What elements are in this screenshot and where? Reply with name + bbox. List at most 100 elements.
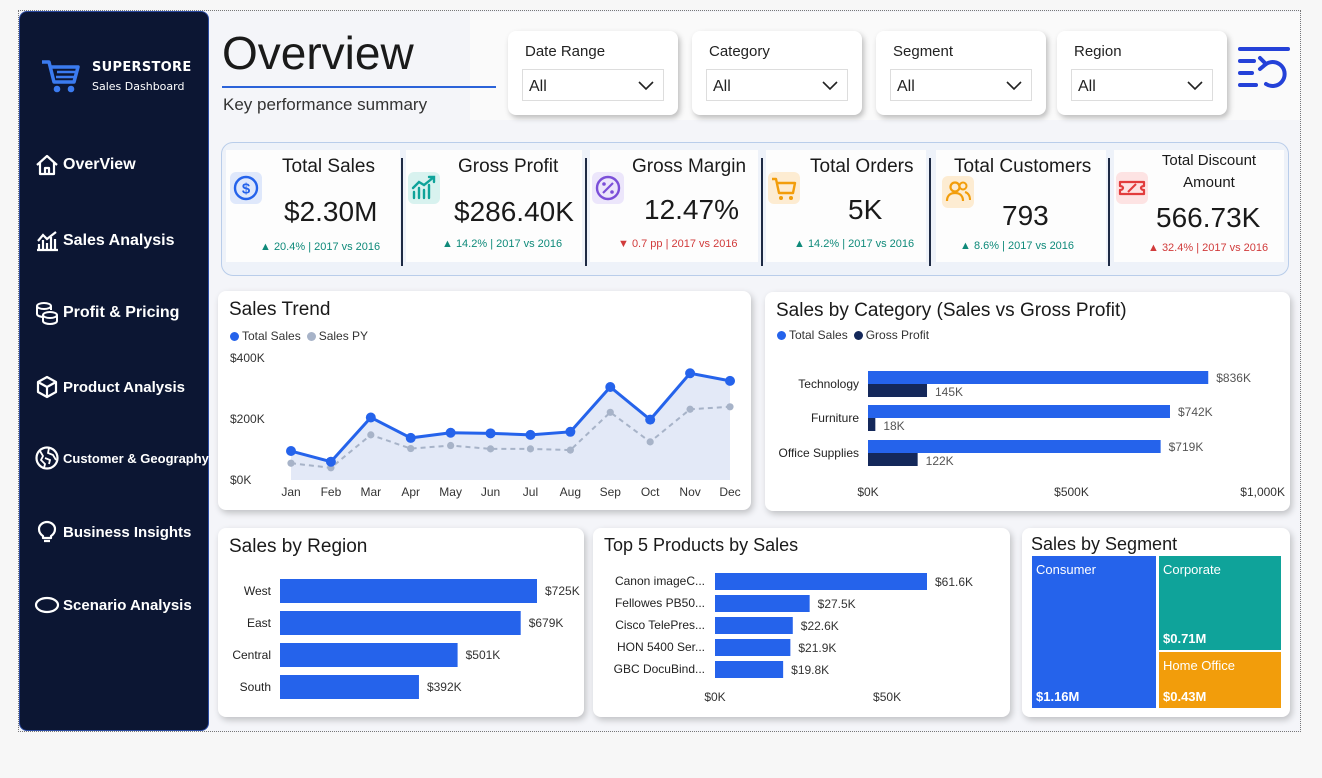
legend-label: Total Sales <box>242 329 301 343</box>
nav-item-product-analysis[interactable]: Product Analysis <box>34 371 210 403</box>
bar <box>715 661 784 678</box>
cart-logo-icon <box>42 60 80 93</box>
sales-by-category-chart: Technology $836K 145K Furniture $742K 18K Offi… <box>779 371 1285 499</box>
segment-value: $1.16M <box>1036 689 1080 704</box>
percent-icon <box>592 172 624 204</box>
kpi-divider <box>1108 158 1110 266</box>
kpi-value: 793 <box>1002 200 1049 231</box>
category-label: East <box>247 616 272 630</box>
kpi-divider <box>761 158 763 266</box>
legend-label: Total Sales <box>789 328 848 342</box>
kpi-change: ▲ 20.4% | 2017 vs 2016 <box>260 241 381 253</box>
data-point-total-sales <box>725 375 735 386</box>
data-point-sales-py <box>287 459 295 467</box>
nav-item-business-insights[interactable]: Business Insights <box>34 516 210 548</box>
kpi-change: ▲ 32.4% | 2017 vs 2016 <box>1148 242 1269 254</box>
bar-chart-icon <box>37 231 58 252</box>
sales-trend-chart: $0K $200K $400K Jan Feb Mar Apr May Jun Jul Aug Sep… <box>230 351 741 499</box>
x-tick-label: Sep <box>600 485 622 499</box>
kpi-change: ▼ 0.7 pp | 2017 vs 2016 <box>618 238 738 250</box>
globe-icon <box>35 446 59 470</box>
kpi-value: $286.40K <box>454 196 574 227</box>
legend-item: Gross Profit <box>853 328 929 342</box>
sales-by-category-card: Sales by Category (Sales vs Gross Profit… <box>765 292 1290 511</box>
nav-item-profit-pricing[interactable]: Profit & Pricing <box>34 297 210 329</box>
bar-gross-profit <box>868 453 918 466</box>
segment-value: $0.71M <box>1163 631 1207 646</box>
segment-tile-home-office[interactable]: Home Office $0.43M <box>1159 652 1281 708</box>
reset-filters-icon[interactable] <box>1238 44 1292 92</box>
kpi-name: Total Orders <box>810 156 914 177</box>
top-products-card: Top 5 Products by Sales Canon imageC... $… <box>593 528 1010 717</box>
chevron-down-icon <box>822 81 838 91</box>
home-icon <box>36 154 58 176</box>
bar-value-label: $501K <box>466 648 501 662</box>
filter-label: Region <box>1074 43 1122 60</box>
filter-category: Category All <box>692 31 862 115</box>
kpi-divider <box>401 158 403 266</box>
kpi-name-line: Amount <box>1183 174 1235 191</box>
legend-label: Sales PY <box>318 329 369 343</box>
data-point-total-sales <box>325 456 336 467</box>
segment-dropdown[interactable]: All <box>890 69 1032 101</box>
legend-dot <box>230 331 239 341</box>
x-tick-label: Feb <box>321 485 342 499</box>
segment-name: Consumer <box>1036 562 1096 577</box>
y-tick-label: $400K <box>230 351 265 365</box>
kpi-change: ▲ 8.6% | 2017 vs 2016 <box>960 240 1075 252</box>
kpi-total-sales: $ Total Sales $2.30M ▲ 20.4% | 2017 vs 2… <box>226 150 400 262</box>
svg-text:$: $ <box>242 181 251 198</box>
category-label: Cisco TelePres... <box>615 618 705 632</box>
brand-tagline: Sales Dashboard <box>92 80 185 93</box>
category-dropdown[interactable]: All <box>706 69 848 101</box>
lightbulb-icon <box>37 520 57 543</box>
nav-label: Business Insights <box>63 523 192 541</box>
nav-label: Profit & Pricing <box>63 304 180 321</box>
chart-title: Sales by Region <box>229 536 368 557</box>
sales-by-region-chart: West $725K East $679K Central $501K South $392K <box>232 579 580 699</box>
chart-title: Sales by Category (Sales vs Gross Profit… <box>776 300 1127 321</box>
nav-item-sales-analysis[interactable]: Sales Analysis <box>34 225 210 257</box>
category-label: South <box>240 680 271 694</box>
data-point-total-sales <box>405 432 416 443</box>
kpi-divider <box>585 158 587 266</box>
x-tick-label: $500K <box>1054 485 1089 499</box>
filter-label: Segment <box>893 43 954 60</box>
dropdown-value: All <box>529 78 547 95</box>
region-dropdown[interactable]: All <box>1071 69 1213 101</box>
data-point-total-sales <box>485 428 496 439</box>
series-line-sales-py <box>290 405 731 469</box>
brand: SUPERSTORE Sales Dashboard <box>40 56 210 100</box>
chart-title: Top 5 Products by Sales <box>604 535 799 555</box>
bar <box>280 611 521 635</box>
bar-value-label: $392K <box>427 680 462 694</box>
kpi-value: 566.73K <box>1156 202 1261 233</box>
y-tick-label: $0K <box>230 473 251 487</box>
kpi-change: ▲ 14.2% | 2017 vs 2016 <box>442 238 563 250</box>
bar-value-label: 145K <box>935 385 963 399</box>
bar-value-label: $742K <box>1178 405 1213 419</box>
bar-value-label: $27.5K <box>818 597 856 611</box>
nav-item-overview[interactable]: OverView <box>34 149 210 181</box>
nav-item-customer-geography[interactable]: Customer & Geography <box>34 442 210 474</box>
segment-tile-consumer[interactable]: Consumer $1.16M <box>1032 556 1156 708</box>
nav-label: Scenario Analysis <box>63 596 192 614</box>
bar-value-label: $719K <box>1169 440 1204 454</box>
category-label: Central <box>232 648 271 662</box>
kpi-name: Total Discount Amount <box>1144 150 1274 194</box>
x-tick-label: Jun <box>481 485 500 499</box>
kpi-gross-margin: Gross Margin 12.47% ▼ 0.7 pp | 2017 vs 2… <box>590 150 758 262</box>
y-tick-label: $200K <box>230 412 265 426</box>
page-subtitle: Key performance summary <box>223 95 428 114</box>
nav-item-scenario-analysis[interactable]: Scenario Analysis <box>34 589 210 621</box>
filter-region: Region All <box>1057 31 1227 115</box>
bar-value-label: $19.8K <box>791 663 829 677</box>
bar <box>280 643 458 667</box>
data-point-total-sales <box>525 429 536 440</box>
date-range-dropdown[interactable]: All <box>522 69 664 101</box>
segment-tile-corporate[interactable]: Corporate $0.71M <box>1159 556 1281 650</box>
legend-dot <box>853 330 863 340</box>
oval-icon <box>34 596 60 614</box>
bar-value-label: 18K <box>883 419 904 433</box>
data-point-sales-py <box>726 403 734 411</box>
